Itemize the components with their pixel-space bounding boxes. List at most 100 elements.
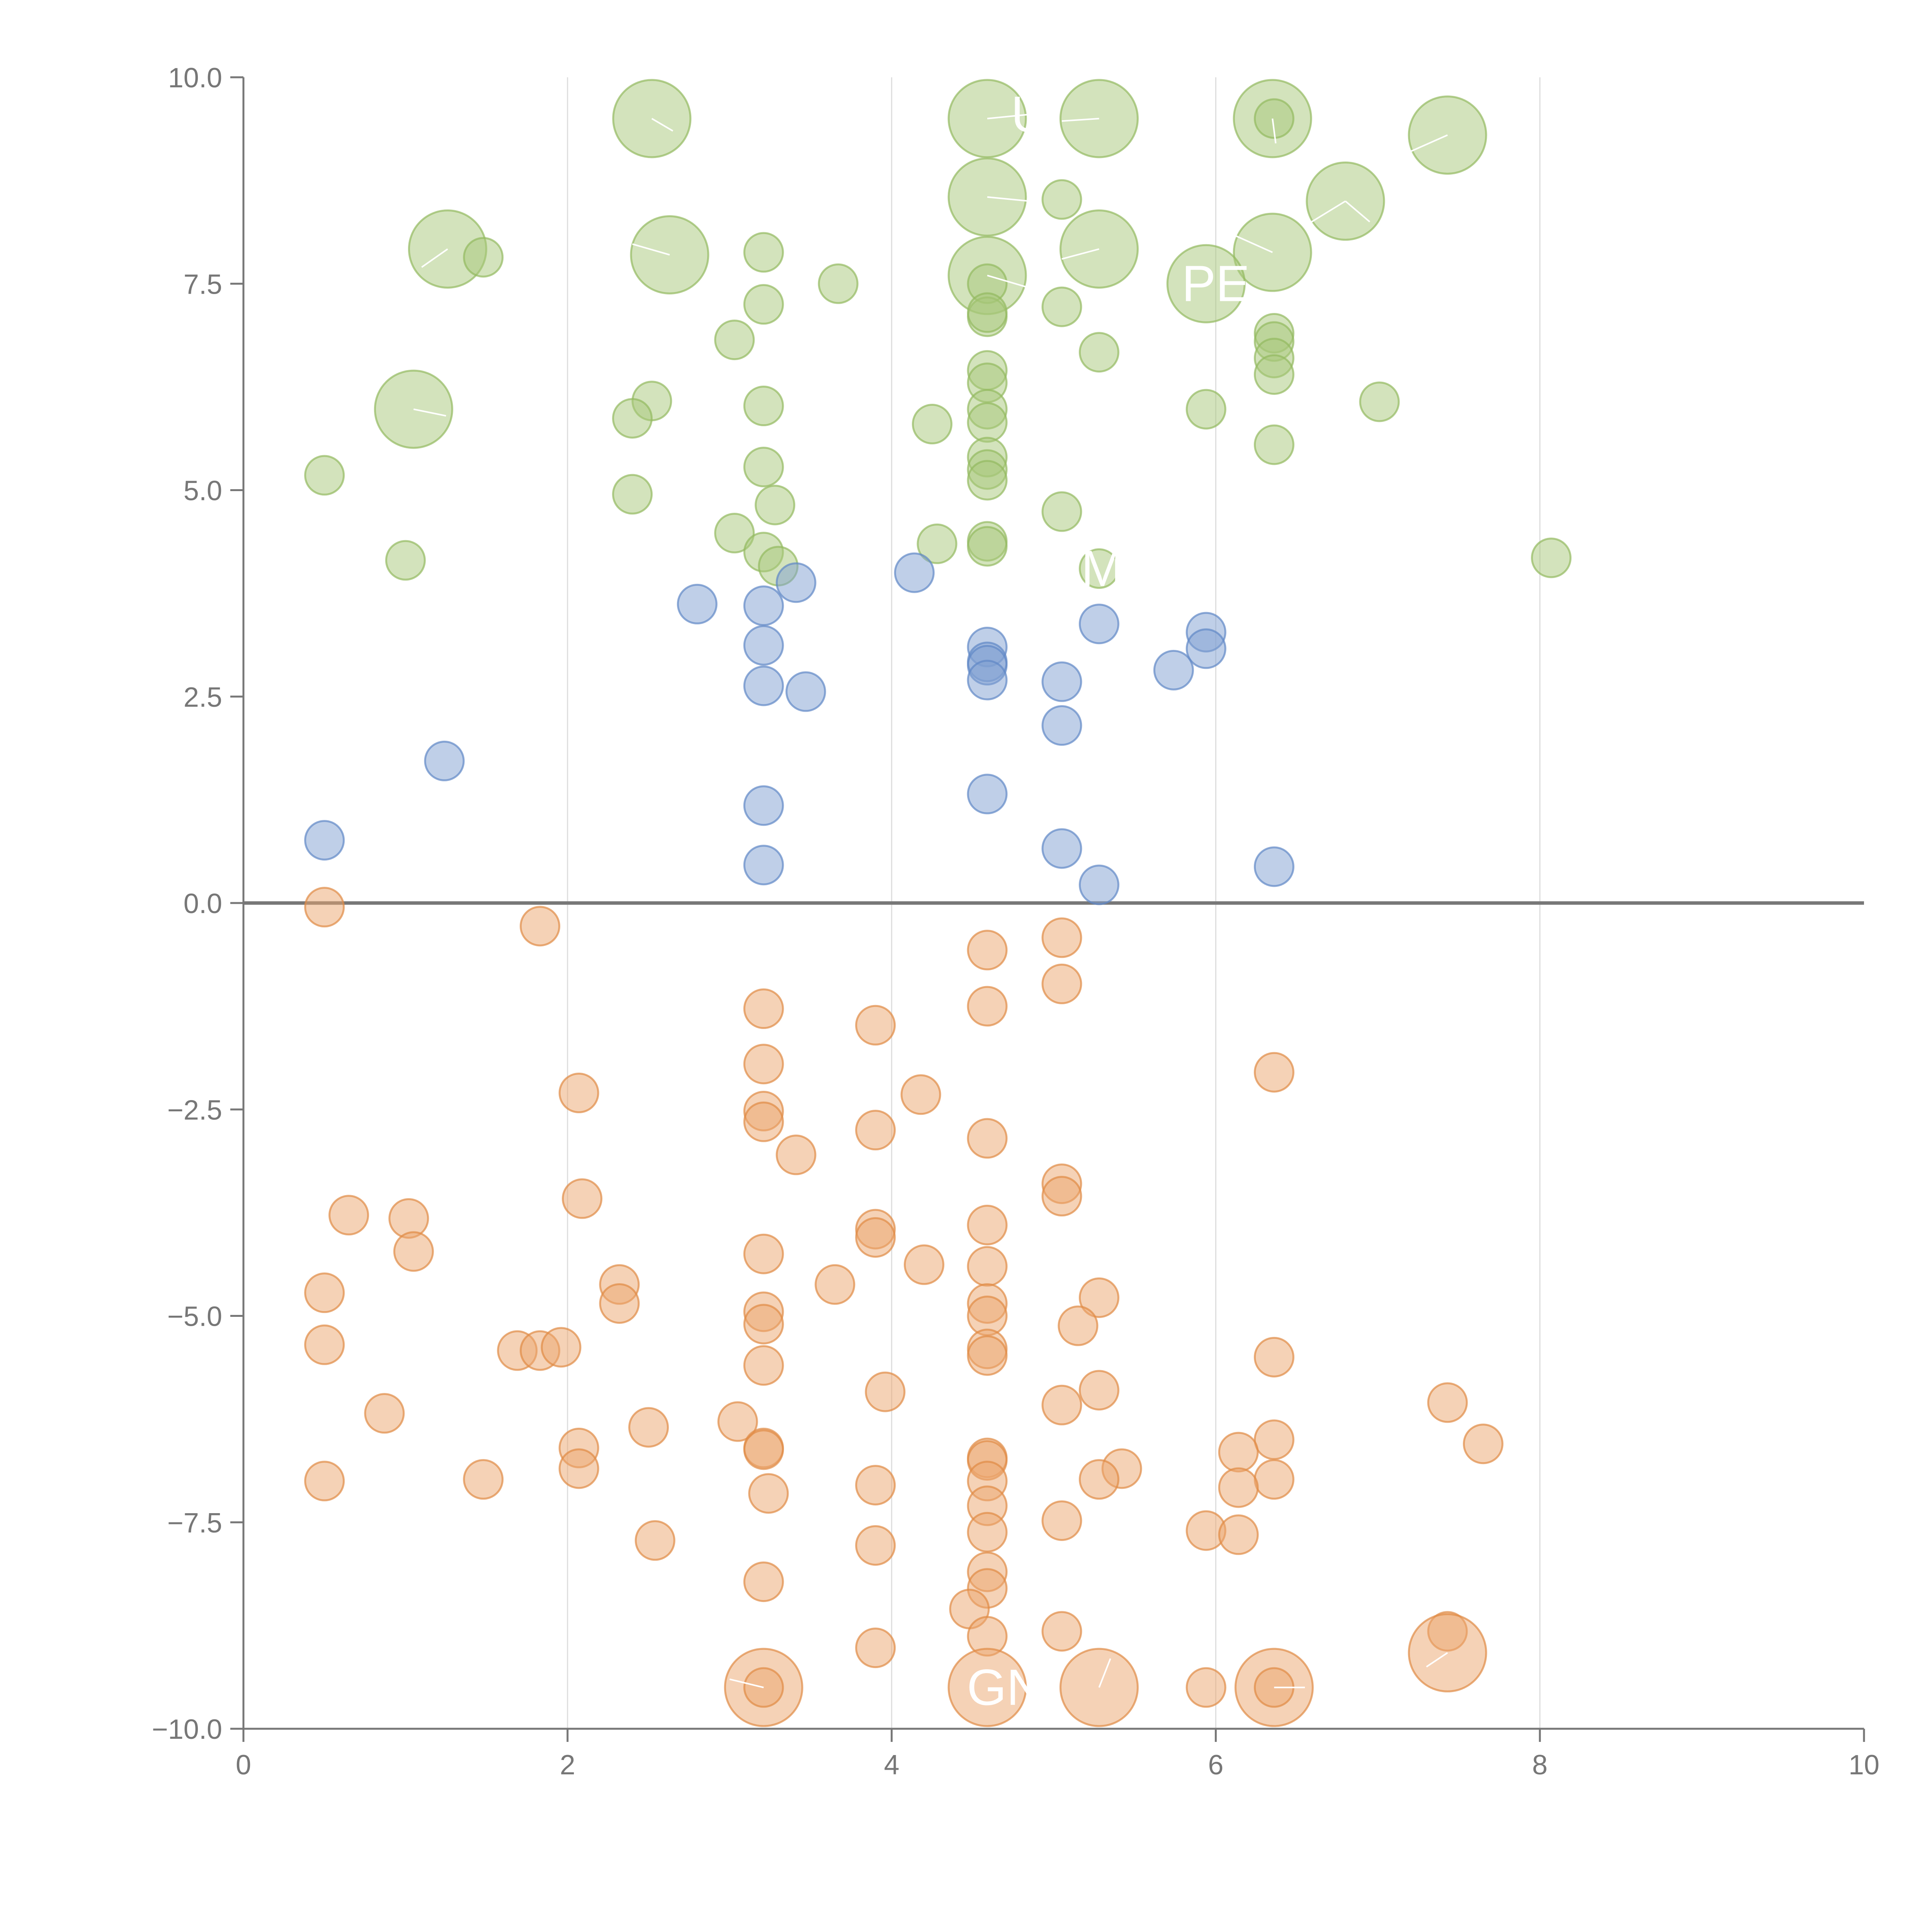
orange-point: [1041, 1611, 1082, 1652]
blue-point: [967, 660, 1008, 701]
orange-point: [1078, 1277, 1119, 1318]
label-leader-line: [987, 196, 1030, 202]
x-tick-label: 6: [1208, 1750, 1223, 1781]
orange-point: [967, 1512, 1008, 1553]
green-point: [967, 292, 1008, 333]
label-leader-line: [651, 118, 673, 132]
orange-point: [558, 1448, 599, 1489]
point-labels: U PE M GN: [967, 86, 1250, 1716]
label-leader-line: [632, 243, 670, 256]
orange-point: [1253, 1419, 1294, 1460]
orange-point: [748, 1473, 789, 1514]
blue-point: [1253, 846, 1294, 887]
point-annotation: U: [1011, 86, 1048, 143]
label-leader-line: [421, 248, 448, 268]
y-tick-label: 10.0: [168, 63, 222, 94]
orange-point: [1041, 1384, 1082, 1425]
orange-point: [717, 1401, 758, 1442]
orange-point: [1078, 1370, 1119, 1411]
orange-point: [967, 1335, 1008, 1376]
orange-point: [1253, 1459, 1294, 1500]
green-point: [818, 263, 859, 304]
green-point: [967, 526, 1008, 567]
green-point: [612, 474, 653, 515]
x-tick-label: 10: [1849, 1750, 1879, 1781]
tick-labels: 10.0 7.5 5.0 2.5 0.0 −2.5 −5.0 −7.5 −10.0 0 2 4 6 8 10: [152, 63, 1879, 1781]
blue-point: [743, 625, 784, 666]
orange-point: [1058, 1305, 1099, 1346]
green-point: [1078, 332, 1119, 373]
y-tick-label: 2.5: [184, 682, 222, 713]
orange-point: [1427, 1382, 1468, 1423]
point-annotation: M: [1081, 540, 1124, 597]
label-leader-line: [1061, 117, 1099, 122]
orange-point: [947, 1648, 1027, 1727]
blue-point: [1078, 864, 1119, 905]
blue-point: [1078, 604, 1119, 645]
green-point: [1253, 424, 1294, 465]
label-leader-line: [1098, 1658, 1111, 1688]
blue-point: [677, 583, 718, 624]
blue-point: [743, 785, 784, 826]
orange-point: [855, 1110, 896, 1151]
label-leader-line: [1231, 233, 1273, 253]
orange-point: [1253, 1052, 1294, 1093]
y-tick-label: −7.5: [167, 1508, 222, 1539]
label-leader-line: [1272, 118, 1277, 144]
x-tick-label: 4: [884, 1750, 900, 1781]
y-tick-label: −10.0: [152, 1714, 222, 1745]
orange-point: [1041, 917, 1082, 958]
orange-point: [815, 1264, 855, 1305]
orange-point: [1253, 1337, 1294, 1378]
orange-point: [304, 1324, 345, 1365]
blue-point: [1041, 828, 1082, 869]
green-point: [1359, 381, 1400, 422]
orange-point: [967, 986, 1008, 1027]
orange-point: [743, 1561, 784, 1602]
blue-point: [1185, 628, 1226, 669]
orange-point: [541, 1327, 582, 1368]
y-tick-label: −5.0: [167, 1301, 222, 1332]
blue-point: [304, 820, 345, 861]
x-tick-label: 0: [236, 1750, 251, 1781]
label-leader-line: [1426, 1652, 1448, 1668]
orange-point: [743, 1345, 784, 1386]
blue-point: [785, 671, 826, 712]
label-leader-line: [1410, 134, 1448, 153]
orange-point: [364, 1393, 405, 1434]
orange-point: [1041, 1500, 1082, 1541]
green-point: [755, 485, 796, 526]
blue-point: [1153, 650, 1194, 690]
blue-point: [424, 740, 465, 781]
orange-point: [1078, 1459, 1119, 1500]
orange-point: [743, 988, 784, 1029]
green-point: [714, 320, 755, 361]
label-leader-line: [413, 408, 446, 417]
green-point: [1185, 389, 1226, 430]
green-point: [967, 460, 1008, 501]
orange-point: [855, 1005, 896, 1046]
data-points: [304, 79, 1572, 1727]
orange-point: [463, 1459, 504, 1500]
orange-point: [1218, 1432, 1259, 1473]
green-point: [917, 523, 957, 564]
blue-point: [894, 552, 935, 593]
y-tick-label: −2.5: [167, 1095, 222, 1126]
orange-point: [855, 1217, 896, 1258]
orange-point: [304, 1272, 345, 1313]
point-annotation: GN: [967, 1659, 1043, 1716]
green-point: [463, 237, 504, 278]
blue-point: [967, 774, 1008, 815]
orange-point: [1218, 1467, 1259, 1508]
blue-point: [743, 845, 784, 886]
green-point: [743, 232, 784, 273]
green-point: [1253, 354, 1294, 395]
orange-point: [304, 887, 345, 928]
green-point: [304, 455, 345, 496]
orange-point: [520, 906, 561, 947]
y-tick-label: 5.0: [184, 476, 222, 507]
orange-point: [304, 1461, 345, 1502]
blue-point: [1041, 705, 1082, 746]
green-point: [1166, 244, 1246, 323]
green-point: [743, 386, 784, 427]
